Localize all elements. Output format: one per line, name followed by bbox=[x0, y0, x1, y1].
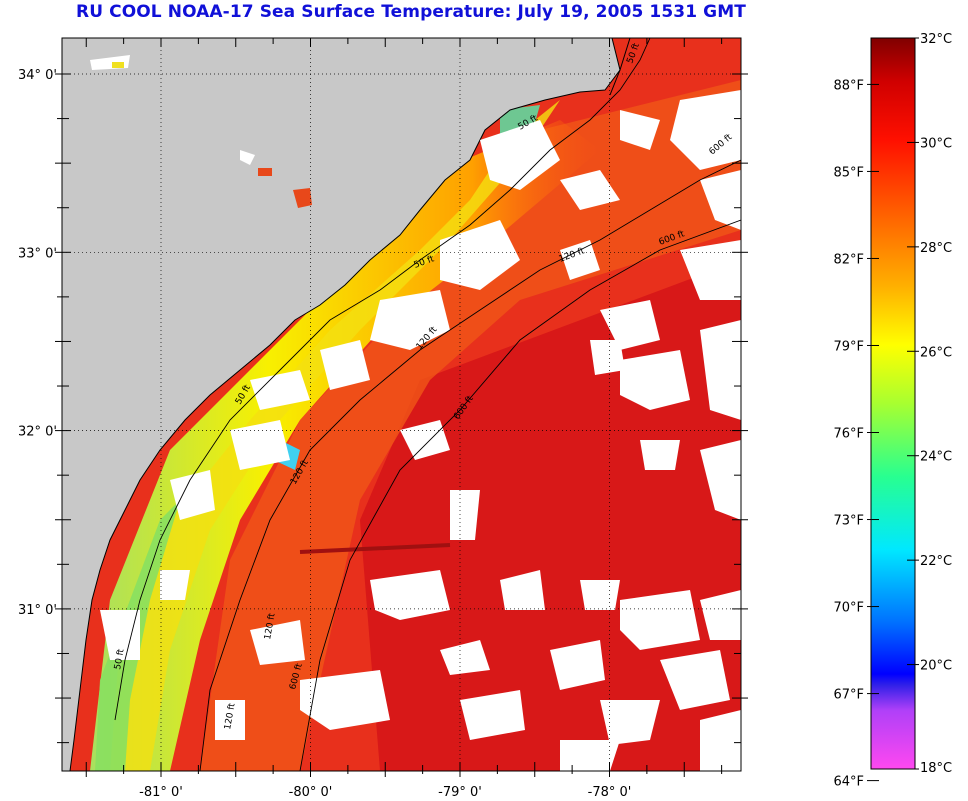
contour-label-50ft-bottom: 50 ft bbox=[113, 648, 127, 671]
inland-lake-patch-2 bbox=[258, 168, 272, 176]
shelf-orange-band bbox=[200, 80, 741, 771]
colorbar bbox=[870, 37, 916, 770]
colorbar-fahrenheit-label: 64°F bbox=[833, 775, 864, 790]
colorbar-celsius-label: 28°C bbox=[920, 241, 952, 256]
contour-label-120ft-far-south: 120 ft bbox=[263, 612, 278, 640]
colorbar-ticks: 32°C 30°C 28°C 26°C 24°C 22°C 20°C 18°C 88°F 85°F… bbox=[833, 32, 952, 790]
map-axes: 34° 0' 33° 0' 32° 0' 31° 0' -81° 0' -80° 0' -7… bbox=[18, 38, 748, 800]
latitude-label: 34° 0' bbox=[18, 68, 57, 83]
map-title: RU COOL NOAA-17 Sea Surface Temperature:… bbox=[76, 2, 746, 22]
colorbar-fahrenheit-label: 76°F bbox=[833, 427, 864, 442]
colorbar-celsius-label: 22°C bbox=[920, 554, 952, 569]
coastline bbox=[69, 38, 621, 771]
colorbar-fahrenheit-label: 82°F bbox=[833, 252, 864, 267]
colorbar-celsius-label: 26°C bbox=[920, 345, 952, 360]
colorbar-celsius-label: 18°C bbox=[920, 761, 952, 776]
sensor-streak bbox=[299, 543, 451, 554]
inland-lake-patch-3 bbox=[112, 62, 124, 68]
cloud-masks bbox=[90, 55, 741, 771]
longitude-label: -80° 0' bbox=[289, 785, 333, 800]
colorbar-fahrenheit-label: 67°F bbox=[833, 688, 864, 703]
colorbar-fahrenheit-label: 88°F bbox=[833, 78, 864, 93]
latitude-label: 31° 0' bbox=[18, 603, 57, 618]
colorbar-fahrenheit-label: 85°F bbox=[833, 165, 864, 180]
colorbar-celsius-label: 32°C bbox=[920, 32, 952, 47]
colorbar-celsius-label: 30°C bbox=[920, 136, 952, 151]
inland-lake-patch bbox=[293, 188, 312, 208]
contour-label-120ft-bottom: 120 ft bbox=[223, 702, 238, 730]
colorbar-celsius-label: 24°C bbox=[920, 450, 952, 465]
colorbar-fahrenheit-label: 70°F bbox=[833, 601, 864, 616]
colorbar-fahrenheit-label: 73°F bbox=[833, 514, 864, 529]
coastline-north bbox=[609, 38, 631, 96]
longitude-label: -78° 0' bbox=[588, 785, 632, 800]
map-frame bbox=[61, 37, 742, 772]
nearshore-yellow-band bbox=[110, 100, 560, 771]
colorbar-celsius-label: 20°C bbox=[920, 659, 952, 674]
colorbar-fahrenheit-label: 79°F bbox=[833, 339, 864, 354]
latitude-label: 33° 0' bbox=[18, 246, 57, 261]
longitude-label: -79° 0' bbox=[438, 785, 482, 800]
land-mass bbox=[62, 38, 620, 771]
map-area bbox=[62, 38, 741, 771]
longitude-label: -81° 0' bbox=[139, 785, 183, 800]
latitude-label: 32° 0' bbox=[18, 425, 57, 440]
